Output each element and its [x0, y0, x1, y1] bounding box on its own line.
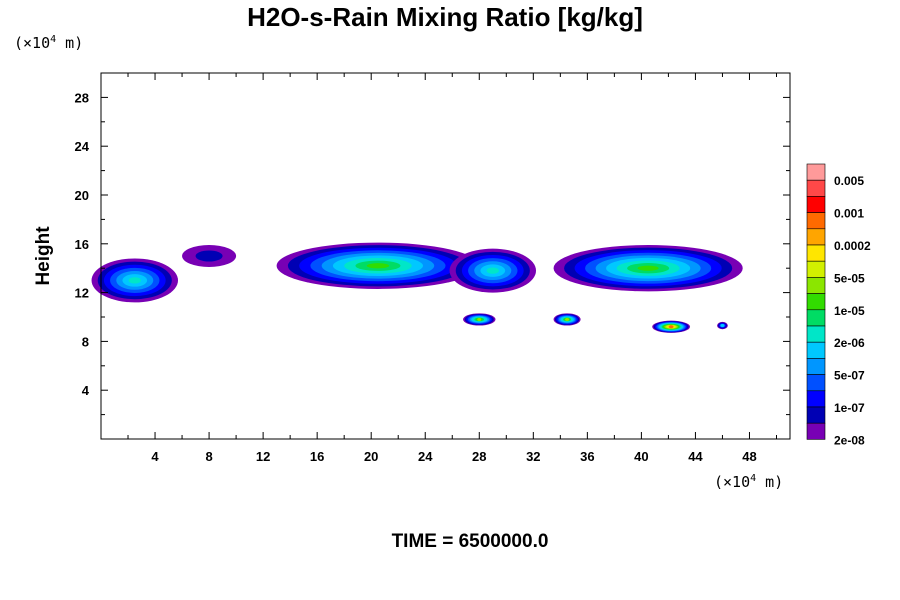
contour-region-3-level-10: [486, 267, 499, 274]
y-tick-label: 24: [75, 139, 90, 154]
x-tick-label: 20: [364, 449, 378, 464]
x-tick-label: 12: [256, 449, 270, 464]
colorbar-swatch: [806, 196, 826, 213]
colorbar-swatch: [806, 228, 826, 246]
colorbar-swatch: [806, 163, 826, 181]
x-unit-suffix: m): [756, 473, 784, 491]
colorbar-label: 0.0002: [834, 239, 871, 253]
x-tick-label: 16: [310, 449, 324, 464]
x-tick-label: 4: [151, 449, 159, 464]
colorbar-swatch: [806, 374, 826, 392]
y-axis-unit: (×104 m): [14, 34, 83, 52]
plot-frame: [100, 72, 791, 440]
x-tick-label: 44: [688, 449, 703, 464]
colorbar-swatch: [806, 422, 826, 440]
x-unit-exponent: 4: [750, 473, 757, 484]
colorbar-swatch: [806, 293, 826, 311]
y-axis-label: Height: [33, 226, 54, 286]
y-unit-prefix: (×10: [14, 34, 51, 52]
contour-region-5-level-7: [477, 317, 482, 321]
colorbar-swatch: [806, 406, 826, 424]
x-tick-label: 28: [472, 449, 486, 464]
y-unit-exponent: 4: [50, 34, 57, 45]
contour-region-1-level-15: [195, 250, 223, 262]
y-tick-label: 12: [75, 286, 89, 301]
x-tick-label: 48: [742, 449, 756, 464]
x-tick-label: 36: [580, 449, 594, 464]
x-unit-prefix: (×10: [714, 473, 751, 491]
contour-region-0-level-10: [128, 277, 141, 284]
colorbar-label: 0.001: [834, 207, 864, 221]
x-tick-label: 24: [418, 449, 433, 464]
colorbar-label: 1e-05: [834, 304, 865, 318]
y-tick-label: 28: [75, 90, 89, 105]
contour-region-8-level-11: [720, 324, 725, 328]
colorbar-swatch: [806, 244, 826, 262]
contour-region-6-level-7: [565, 317, 570, 321]
chart-title: H2O-s-Rain Mixing Ratio [kg/kg]: [247, 2, 643, 32]
colorbar-swatch: [806, 277, 826, 294]
time-label: TIME = 6500000.0: [391, 531, 549, 552]
colorbar-swatch: [806, 341, 826, 359]
colorbar-swatch: [806, 325, 826, 343]
y-tick-label: 4: [82, 383, 90, 398]
y-unit-suffix: m): [56, 34, 84, 52]
colorbar-swatch: [806, 212, 826, 230]
colorbar-swatch: [806, 390, 826, 408]
colorbar-label: 5e-07: [834, 369, 865, 383]
x-tick-label: 32: [526, 449, 540, 464]
y-tick-label: 20: [75, 188, 89, 203]
colorbar-label: 2e-06: [834, 336, 865, 350]
contour-region-7-level-3: [669, 325, 674, 329]
colorbar-swatch: [806, 179, 826, 197]
x-tick-label: 40: [634, 449, 648, 464]
colorbar-swatch: [806, 309, 826, 327]
colorbar-label: 2e-08: [834, 433, 865, 447]
colorbar-swatch: [806, 358, 826, 375]
colorbar-label: 5e-05: [834, 271, 865, 285]
colorbar-label: 0.005: [834, 174, 864, 188]
x-axis-unit: (×104 m): [714, 473, 783, 491]
colorbar-swatch: [806, 260, 826, 278]
colorbar-label: 1e-07: [834, 401, 865, 415]
y-tick-label: 8: [82, 334, 89, 349]
x-tick-label: 8: [205, 449, 212, 464]
contour-region-4-level-8: [637, 265, 659, 271]
contour-region-2-level-8: [366, 263, 390, 269]
y-tick-label: 16: [75, 237, 89, 252]
